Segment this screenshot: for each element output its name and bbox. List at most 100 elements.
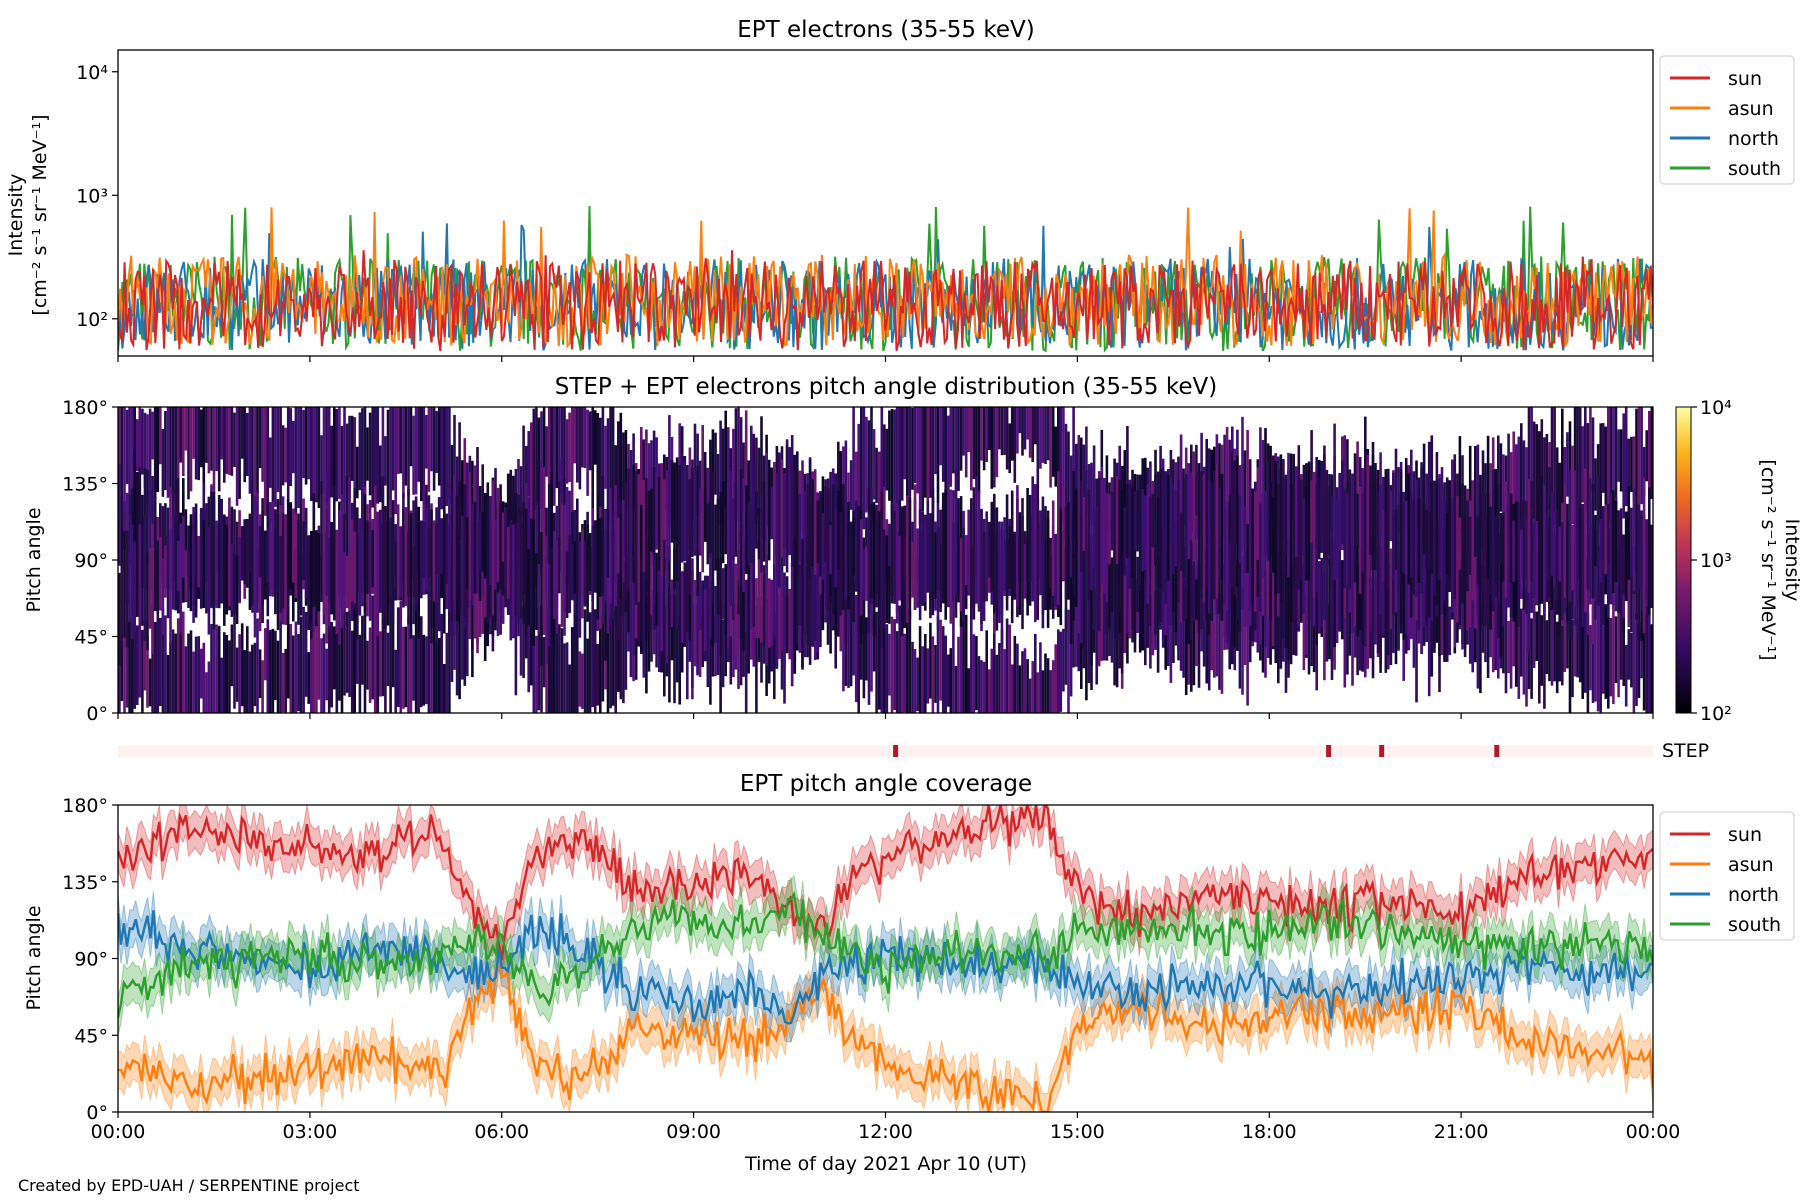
- heatmap-cell: [299, 616, 303, 713]
- heatmap-cell: [1458, 560, 1462, 626]
- heatmap-cell: [1259, 503, 1262, 612]
- heatmap-cell: [952, 490, 955, 619]
- heatmap-cell: [1463, 514, 1467, 568]
- heatmap-cell: [422, 521, 426, 578]
- heatmap-cell: [310, 407, 313, 502]
- step-bar: [118, 745, 1653, 757]
- heatmap-cell: [744, 485, 748, 574]
- heatmap-cell: [941, 626, 945, 713]
- heatmap-cell: [281, 512, 285, 609]
- heatmap-cell: [596, 413, 600, 515]
- heatmap-cell: [1210, 571, 1214, 621]
- heatmap-cell: [225, 635, 229, 713]
- heatmap-cell: [647, 443, 651, 531]
- heatmap-cell: [169, 407, 172, 497]
- heatmap-cell: [238, 407, 241, 499]
- heatmap-cell: [934, 407, 937, 475]
- heatmap-cell: [957, 636, 960, 713]
- heatmap-cell: [1394, 567, 1398, 665]
- heatmap-cell: [379, 445, 382, 503]
- heatmap-cell: [1018, 533, 1022, 582]
- heatmap-cell: [315, 617, 318, 713]
- heatmap-cell: [1614, 616, 1618, 684]
- heatmap-cell: [1607, 407, 1610, 524]
- heatmap-cell: [583, 609, 587, 713]
- heatmap-cell: [560, 407, 564, 495]
- heatmap-cell: [980, 509, 983, 624]
- heatmap-cell: [1630, 632, 1633, 688]
- heatmap-cell: [363, 407, 367, 508]
- heatmap-cell: [292, 420, 295, 474]
- heatmap-cell: [844, 511, 848, 600]
- heatmap-cell: [386, 632, 390, 687]
- heatmap-cell: [916, 528, 919, 581]
- heatmap-cell: [1236, 566, 1239, 619]
- heatmap-cell: [591, 525, 594, 602]
- heatmap-cell: [1100, 467, 1104, 584]
- heatmap-cell: [1422, 503, 1426, 553]
- heatmap-cell: [744, 410, 748, 539]
- heatmap-cell: [1248, 480, 1252, 611]
- heatmap-cell: [286, 407, 290, 505]
- heatmap-cell: [1525, 590, 1528, 707]
- heatmap-cell: [261, 407, 264, 482]
- heatmap-cell: [640, 427, 643, 556]
- heatmap-cell: [386, 521, 390, 603]
- heatmap-cell: [138, 524, 142, 648]
- heatmap-cell: [320, 638, 323, 713]
- heatmap-cell: [1169, 477, 1173, 575]
- heatmap-cell: [1172, 566, 1175, 663]
- heatmap-cell: [141, 629, 144, 713]
- heatmap-cell: [611, 610, 615, 706]
- heatmap-cell: [1553, 407, 1556, 521]
- heatmap-cell: [1499, 513, 1503, 564]
- heatmap-cell: [1596, 475, 1600, 606]
- heatmap-cell: [1584, 561, 1587, 613]
- legend-label-sun: sun: [1728, 824, 1762, 846]
- heatmap-cell: [714, 432, 717, 495]
- heatmap-cell: [1584, 407, 1587, 524]
- heatmap-cell: [299, 407, 303, 503]
- heatmap-cell: [560, 628, 564, 713]
- heatmap-cell: [302, 410, 305, 479]
- heatmap-cell: [703, 490, 707, 542]
- heatmap-cell: [1077, 469, 1081, 596]
- heatmap-cell: [1008, 624, 1011, 713]
- heatmap-cell: [734, 563, 738, 656]
- heatmap-cell: [998, 407, 1001, 450]
- heatmap-cell: [847, 472, 850, 531]
- heatmap-cell: [1092, 445, 1096, 570]
- heatmap-cell: [399, 407, 403, 474]
- heatmap-cell: [1622, 616, 1625, 686]
- heatmap-cell: [1161, 466, 1165, 592]
- heatmap-cell: [1087, 570, 1091, 684]
- heatmap-cell: [1062, 407, 1065, 521]
- heatmap-cell: [829, 525, 832, 575]
- heatmap-cell: [1607, 584, 1610, 709]
- heatmap-cell: [1036, 672, 1040, 713]
- heatmap-cell: [248, 407, 252, 494]
- heatmap-cell: [547, 407, 551, 486]
- heatmap-cell: [527, 603, 530, 693]
- credit-text: Created by EPD-UAH / SERPENTINE project: [18, 1176, 360, 1195]
- heatmap-cell: [1205, 584, 1208, 684]
- heatmap-cell: [473, 501, 477, 574]
- heatmap-cell: [1243, 505, 1247, 574]
- heatmap-cell: [668, 471, 671, 561]
- heatmap-cell: [220, 407, 223, 460]
- heatmap-cell: [900, 507, 904, 637]
- heatmap-cell: [1642, 447, 1646, 496]
- heatmap-cell: [1491, 470, 1495, 602]
- heatmap-cell: [1563, 447, 1567, 512]
- heatmap-cell: [1476, 571, 1480, 689]
- heatmap-cell: [1410, 449, 1413, 532]
- heatmap-cell: [243, 407, 246, 483]
- heatmap-cell: [847, 595, 850, 688]
- heatmap-cell: [338, 407, 341, 499]
- heatmap-cell: [138, 407, 142, 494]
- heatmap-cell: [325, 407, 328, 504]
- heatmap-cell: [1548, 467, 1551, 598]
- heatmap-cell: [1287, 538, 1290, 660]
- heatmap-cell: [709, 586, 712, 705]
- heatmap-cell: [1028, 407, 1032, 458]
